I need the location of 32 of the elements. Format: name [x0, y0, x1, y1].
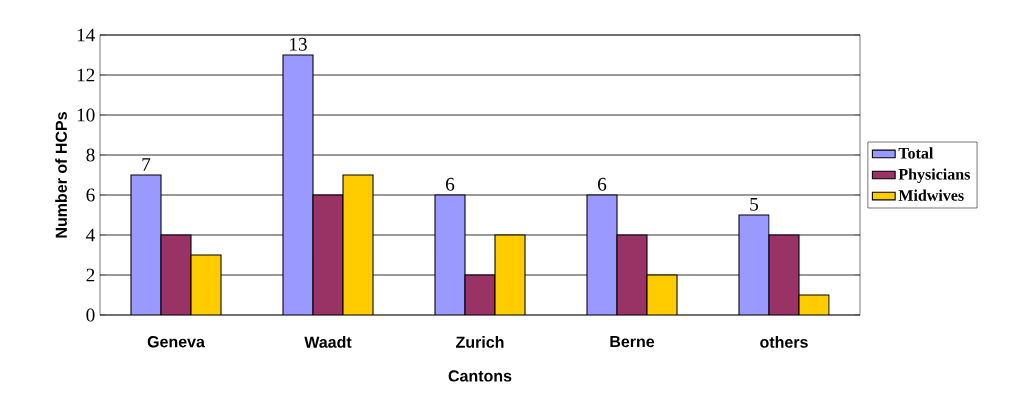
legend-label: Total	[898, 147, 934, 159]
x-tick-label: others	[760, 336, 808, 348]
data-label: 6	[598, 177, 607, 191]
y-tick-label: 6	[86, 188, 95, 202]
y-axis-title: Number of HCPs	[55, 112, 67, 238]
data-label: 5	[750, 197, 759, 211]
y-tick-label: 0	[86, 308, 95, 322]
legend-label: Physicians	[898, 168, 970, 183]
bar	[160, 234, 192, 315]
y-tick-label: 8	[86, 148, 95, 162]
y-tick-label: 2	[86, 268, 95, 282]
y-tick-label: 14	[77, 28, 95, 42]
x-tick-label: Waadt	[304, 336, 352, 348]
x-tick-label: Geneva	[147, 336, 205, 348]
bar	[768, 234, 800, 315]
bar	[434, 194, 466, 315]
bar	[282, 54, 314, 315]
y-tick-label: 10	[77, 108, 95, 122]
y-tick-label: 4	[86, 228, 95, 242]
bar	[616, 234, 648, 315]
data-label: 13	[290, 37, 307, 51]
bar	[586, 194, 618, 315]
y-tick-label: 12	[77, 68, 95, 82]
data-label: 6	[446, 177, 455, 191]
legend-label: Midwives	[898, 189, 964, 201]
bar	[312, 194, 344, 315]
bar	[130, 174, 162, 315]
data-label: 7	[142, 158, 151, 171]
x-axis-title: Cantons	[448, 370, 512, 382]
bar	[738, 214, 770, 315]
x-tick-label: Zurich	[456, 336, 504, 348]
x-tick-label: Berne	[610, 336, 655, 348]
